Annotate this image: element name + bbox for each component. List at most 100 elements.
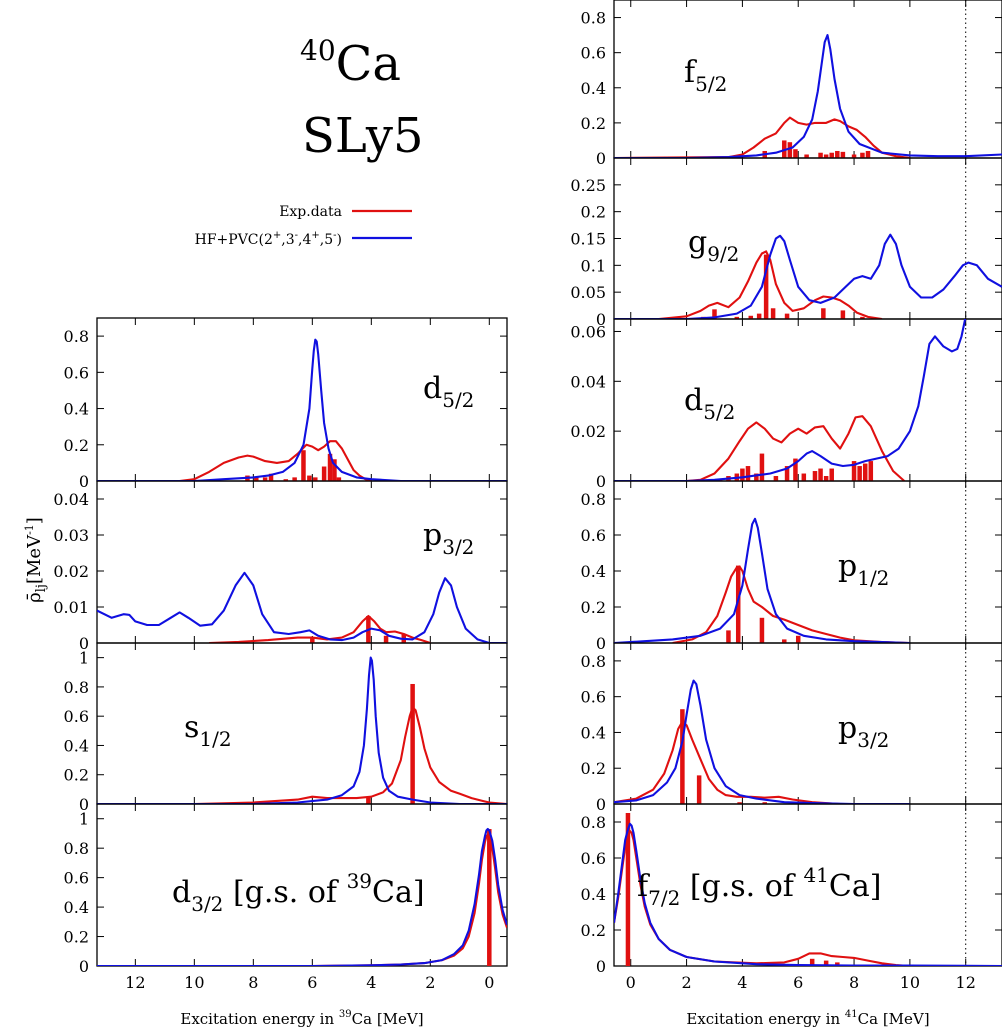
exp-curve	[209, 614, 431, 643]
exp-strength-bar	[860, 316, 865, 319]
y-tick-label: 0.4	[581, 79, 606, 98]
exp-strength-bar	[862, 463, 868, 481]
theory-curve	[614, 233, 1002, 319]
exp-curve	[672, 565, 910, 643]
y-tick-label: 0.8	[64, 327, 89, 346]
panel-frame	[613, 318, 1002, 482]
legend-label-theory: HF+PVC(2+,3-,4+,5-)	[195, 230, 342, 248]
plot-area	[97, 571, 507, 643]
exp-strength-bar	[793, 149, 798, 158]
y-tick-label: 0.03	[53, 526, 89, 545]
panel-r1: 0 0.2 0.4 0.6 0.8 f5/2	[581, 0, 1002, 168]
exp-strength-bar	[745, 466, 751, 481]
legend: Exp.data HF+PVC(2+,3-,4+,5-)	[195, 204, 412, 248]
nucleus-symbol: Ca	[336, 36, 401, 92]
exp-strength-bar	[756, 313, 762, 319]
exp-strength-bar	[366, 796, 371, 804]
y-tick-label: 1	[79, 810, 89, 829]
exp-strength-bar	[809, 958, 815, 966]
theory-curve	[614, 34, 1002, 158]
panel-r3: 0 0.02 0.04 0.06 d5/2	[570, 318, 1002, 491]
panel-label: f7/2 [g.s. of 41Ca]	[637, 863, 881, 910]
y-tick-label: 0	[596, 472, 606, 491]
exp-strength-bar	[784, 466, 790, 481]
theory-curve	[614, 822, 1002, 966]
panel-l3: 0 0.2 0.4 0.6 0.8 1 s1/2	[64, 642, 508, 814]
y-tick-label: 0.2	[581, 114, 606, 133]
exp-strength-bar	[292, 477, 297, 481]
exp-strength-bar	[712, 309, 717, 319]
exp-strength-bar	[307, 475, 312, 481]
exp-strength-bar	[860, 152, 865, 158]
exp-strength-bar	[835, 962, 840, 966]
panel-label: p1/2	[838, 549, 889, 590]
x-axis-title: Excitation energy in 39Ca [MeV]	[180, 1009, 423, 1028]
exp-strength-bar	[868, 461, 874, 481]
exp-strength-bar	[735, 565, 741, 643]
panel-label: p3/2	[423, 518, 474, 559]
x-tick-label: 12	[125, 973, 145, 992]
exp-strength-bar	[851, 461, 857, 481]
exp-strength-bar	[823, 960, 829, 966]
y-tick-label: 0	[596, 957, 606, 976]
theory-curve	[97, 656, 507, 804]
exp-strength-bar	[851, 154, 857, 158]
y-tick-label: 0.2	[581, 759, 606, 778]
x-tick-label: 12	[956, 973, 976, 992]
panel-label: d5/2	[684, 383, 735, 424]
y-tick-label: 0.6	[581, 849, 606, 868]
y-tick-label: 0.4	[64, 898, 89, 917]
plot-area	[614, 804, 1002, 966]
exp-strength-bar	[763, 254, 769, 319]
y-tick-label: 0.8	[64, 678, 89, 697]
y-tick-label: 0.6	[581, 526, 606, 545]
panels-layer: 00.20.40.60.8d5/200.010.020.030.04p3/200…	[53, 0, 1002, 1028]
plot-area	[97, 656, 507, 804]
exp-strength-bar	[835, 150, 840, 158]
exp-curve	[686, 415, 905, 481]
y-tick-label: 0.05	[570, 283, 606, 302]
exp-strength-bar	[283, 479, 289, 481]
exp-strength-bar	[823, 154, 829, 158]
exp-strength-bar	[759, 453, 765, 481]
y-tick-label: 0.6	[581, 44, 606, 63]
y-axis-title: ρ̄lj[MeV-1]	[23, 517, 49, 603]
exp-strength-bar	[840, 151, 846, 158]
y-tick-label: 0.2	[581, 203, 606, 222]
panel-label: f5/2	[684, 55, 727, 96]
y-tick-label: 0.4	[581, 562, 606, 581]
y-tick-label: 0.4	[64, 736, 89, 755]
y-tick-label: 0	[79, 634, 89, 653]
exp-strength-bar	[818, 152, 823, 158]
y-tick-label: 0	[596, 795, 606, 814]
y-tick-label: 0.6	[64, 707, 89, 726]
theory-curve	[97, 571, 507, 643]
x-tick-label: 6	[793, 973, 803, 992]
y-tick-label: 0.6	[581, 688, 606, 707]
panel-label: d3/2 [g.s. of 39Ca]	[172, 869, 425, 916]
x-tick-label: 2	[681, 973, 691, 992]
y-tick-label: 0.8	[581, 813, 606, 832]
exp-strength-bar	[737, 802, 742, 804]
exp-strength-bar	[740, 468, 745, 481]
exp-curve	[614, 720, 841, 804]
panel-r4: 0 0.2 0.4 0.6 0.8 p1/2	[581, 480, 1002, 653]
y-tick-label: 0.8	[64, 839, 89, 858]
exp-strength-bar	[773, 476, 779, 481]
y-tick-label: 0.04	[53, 490, 89, 509]
y-tick-label: 0.02	[53, 562, 89, 581]
panel-frame	[613, 0, 1002, 159]
y-tick-label: 0.06	[570, 322, 606, 341]
exp-strength-bar	[762, 802, 767, 804]
exp-curve	[614, 250, 883, 319]
y-tick-label: 0.8	[581, 9, 606, 28]
exp-strength-bar	[310, 637, 315, 643]
exp-strength-bar	[262, 477, 268, 481]
exp-strength-bar	[829, 152, 834, 158]
panel-frame	[96, 642, 508, 805]
panel-r2: 0 0.05 0.1 0.15 0.2 0.25 g9/2	[570, 157, 1002, 329]
exp-strength-bar	[823, 476, 829, 481]
y-tick-label: 0.6	[64, 869, 89, 888]
nucleus-mass: 40	[300, 34, 336, 67]
y-tick-label: 0.4	[581, 723, 606, 742]
